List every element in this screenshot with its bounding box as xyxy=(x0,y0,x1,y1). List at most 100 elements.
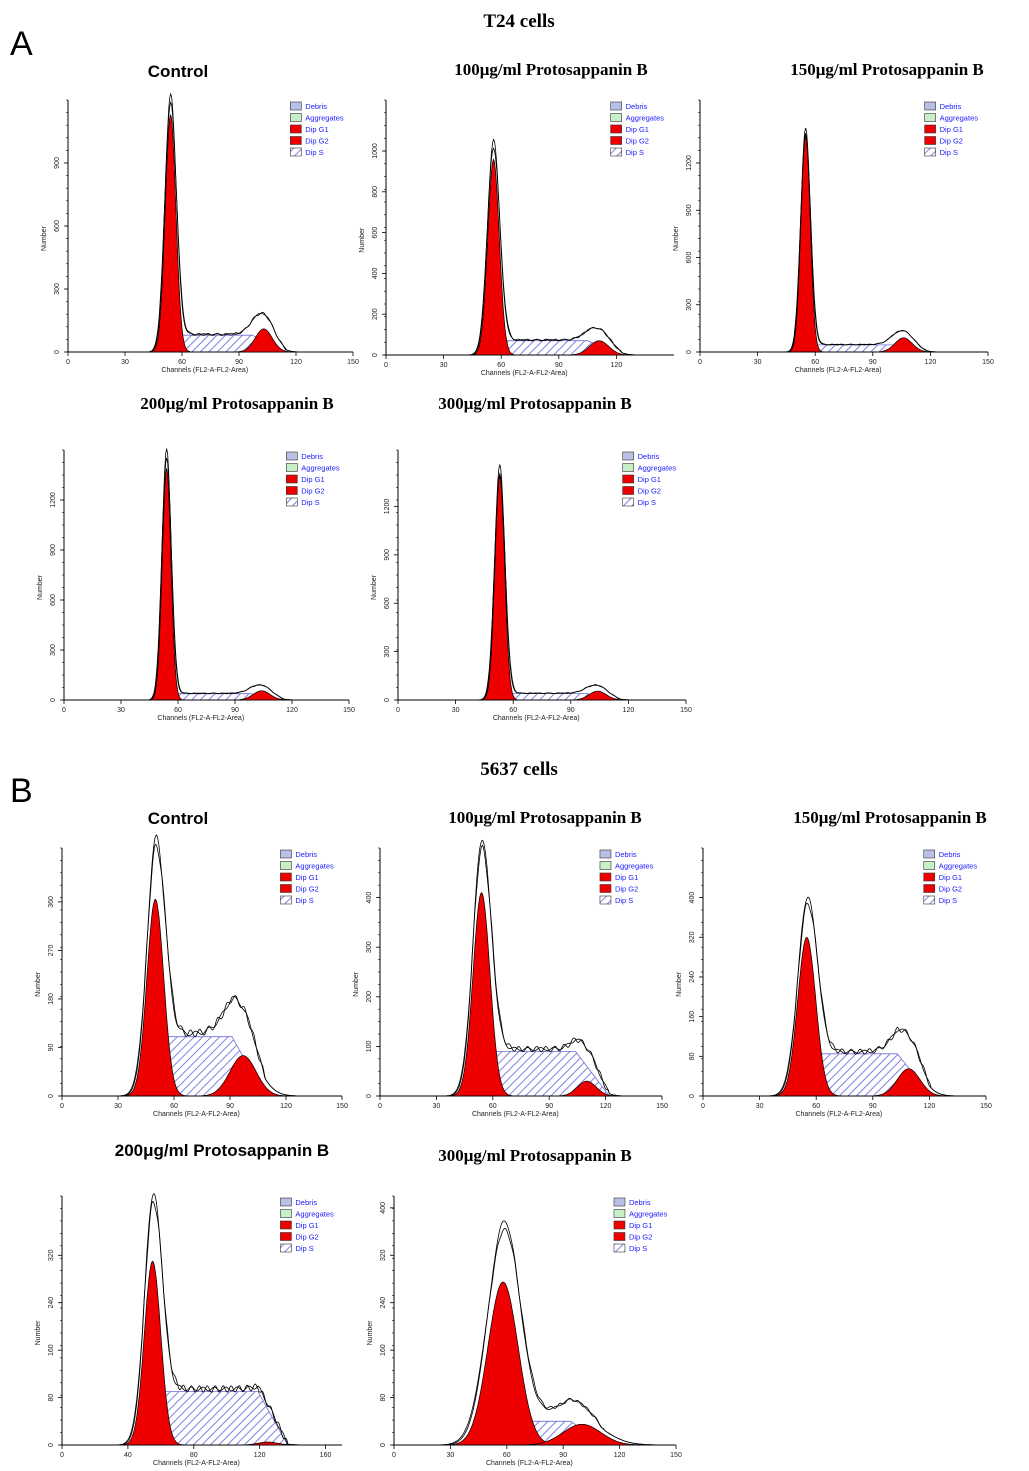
y-tick-label: 800 xyxy=(372,186,379,198)
chart-title: 150μg/ml Protosappanin B xyxy=(790,60,984,79)
legend-swatch xyxy=(280,849,292,859)
histogram-chart-3: 150μg/ml Protosappanin B 0 300 600 900 1200 0 3… xyxy=(673,60,994,374)
legend-swatch xyxy=(280,1243,292,1253)
legend-item: Debris xyxy=(295,1198,317,1207)
legend-item: Dip G1 xyxy=(615,873,638,882)
legend-swatch xyxy=(289,124,302,134)
y-axis-label: Number xyxy=(367,1320,374,1346)
legend-item: Dip S xyxy=(940,148,958,157)
legend-item: Dip S xyxy=(638,498,656,507)
y-tick-label: 900 xyxy=(50,544,57,556)
x-tick-label: 60 xyxy=(174,707,182,714)
x-tick-label: 30 xyxy=(447,1452,455,1459)
chart-title: 200μg/ml Protosappanin B xyxy=(140,394,334,413)
legend-item: Dip G2 xyxy=(626,137,649,146)
dip-s-area xyxy=(386,340,674,356)
dip-s-area xyxy=(62,1391,342,1446)
x-tick-label: 60 xyxy=(811,359,819,366)
chart-title: Control xyxy=(148,809,208,828)
y-tick-label: 600 xyxy=(54,220,61,232)
x-axis-label: Channels (FL2-A-FL2-Area) xyxy=(161,367,248,374)
legend-item: Debris xyxy=(939,850,961,859)
legend-swatch xyxy=(924,147,936,157)
histogram-chart-5: 300μg/ml Protosappanin B 0 300 600 900 1200 0 3… xyxy=(371,394,692,722)
x-tick-label: 30 xyxy=(433,1103,441,1110)
legend-item: Dip G1 xyxy=(305,125,328,134)
dip-s-area xyxy=(64,693,349,701)
y-tick-label: 240 xyxy=(689,971,696,983)
x-tick-label: 150 xyxy=(336,1103,348,1110)
x-axis-label: Channels (FL2-A-FL2-Area) xyxy=(153,1460,240,1467)
x-tick-label: 120 xyxy=(280,1103,292,1110)
y-tick-label: 0 xyxy=(380,1443,387,1447)
x-tick-label: 90 xyxy=(869,359,877,366)
y-tick-label: 80 xyxy=(380,1394,387,1402)
y-tick-label: 320 xyxy=(48,1249,55,1261)
x-tick-label: 0 xyxy=(60,1103,64,1110)
x-tick-label: 0 xyxy=(60,1452,64,1459)
x-tick-label: 120 xyxy=(623,707,635,714)
legend-swatch xyxy=(289,101,302,111)
histogram-chart-8: 150μg/ml Protosappanin B 0 80 160 240 320 400 0… xyxy=(676,808,992,1118)
y-tick-label: 270 xyxy=(48,944,55,956)
y-axis-label: Number xyxy=(353,971,360,997)
x-tick-label: 60 xyxy=(812,1103,820,1110)
legend-item: Debris xyxy=(940,102,962,111)
legend-item: Dip S xyxy=(301,498,319,507)
legend-swatch xyxy=(613,1197,626,1207)
y-tick-label: 0 xyxy=(50,698,57,702)
x-axis-label: Channels (FL2-A-FL2-Area) xyxy=(493,715,580,722)
y-tick-label: 180 xyxy=(48,993,55,1005)
y-tick-label: 80 xyxy=(689,1052,696,1060)
x-axis-label: Channels (FL2-A-FL2-Area) xyxy=(153,1111,240,1118)
x-tick-label: 30 xyxy=(121,359,129,366)
histogram-chart-4: 200μg/ml Protosappanin B 0 300 600 900 1200 0 3… xyxy=(37,394,355,722)
legend-item: Dip G1 xyxy=(629,1221,652,1230)
y-tick-label: 400 xyxy=(366,892,373,904)
chart-title: 200μg/ml Protosappanin B xyxy=(115,1141,329,1160)
legend-swatch xyxy=(923,872,936,882)
legend-swatch xyxy=(924,136,936,145)
histogram-chart-9: 200μg/ml Protosappanin B 0 80 160 240 320 0 40 8… xyxy=(35,1141,342,1467)
histogram-envelope-line xyxy=(394,1220,676,1446)
y-tick-label: 360 xyxy=(48,896,55,908)
dip-s-area xyxy=(700,344,988,353)
y-tick-label: 160 xyxy=(689,1011,696,1023)
x-tick-label: 120 xyxy=(254,1452,266,1459)
y-tick-label: 1200 xyxy=(50,492,57,508)
legend-swatch xyxy=(622,497,634,507)
dip-s-area xyxy=(68,334,353,353)
x-tick-label: 0 xyxy=(62,707,66,714)
histogram-envelope-line xyxy=(62,1200,342,1446)
y-axis-label: Number xyxy=(35,1320,42,1346)
y-tick-label: 900 xyxy=(384,549,391,561)
legend-swatch xyxy=(613,1243,626,1253)
legend-item: Dip S xyxy=(626,148,644,157)
histogram-envelope-line xyxy=(394,1227,676,1446)
histogram-chart-1: Control 0 300 600 900 0 30 60 90 120 150 Channels (… xyxy=(41,62,359,374)
panel-letter-a: A xyxy=(10,25,33,63)
dip-s-area xyxy=(398,693,686,701)
x-tick-label: 0 xyxy=(396,707,400,714)
y-tick-label: 90 xyxy=(48,1043,55,1051)
x-tick-label: 90 xyxy=(235,359,243,366)
legend-item: Debris xyxy=(629,1198,651,1207)
y-axis-label: Number xyxy=(37,574,44,600)
x-tick-label: 90 xyxy=(567,707,575,714)
y-axis-label: Number xyxy=(41,225,48,251)
y-tick-label: 1000 xyxy=(372,143,379,159)
x-axis-label: Channels (FL2-A-FL2-Area) xyxy=(795,367,882,374)
x-tick-label: 0 xyxy=(378,1103,382,1110)
dip-s-area xyxy=(380,1051,662,1097)
legend-swatch xyxy=(280,1220,292,1230)
legend-swatch xyxy=(289,113,302,122)
legend-swatch xyxy=(289,147,302,157)
legend-item: Aggregates xyxy=(301,464,340,473)
x-tick-label: 150 xyxy=(680,707,692,714)
histogram-envelope-line xyxy=(386,138,674,356)
legend-item: Aggregates xyxy=(295,1210,334,1219)
histogram-envelope-line xyxy=(700,127,988,353)
y-tick-label: 0 xyxy=(384,698,391,702)
y-tick-label: 400 xyxy=(689,892,696,904)
dip-g1-peak xyxy=(394,1281,676,1446)
